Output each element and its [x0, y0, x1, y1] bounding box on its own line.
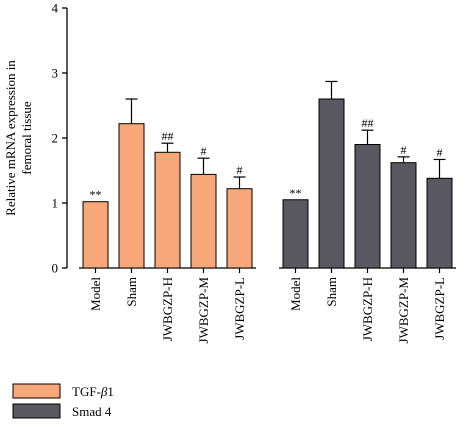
significance-label: #: [437, 145, 443, 159]
y-axis-label-line1: Relative mRNA expression in: [3, 60, 18, 216]
labels: **Model Sham##JWBGZP-H#JWBGZP-M#JWBGZP-L*…: [88, 116, 447, 343]
significance-label: **: [90, 188, 102, 202]
bar: [282, 199, 309, 269]
y-tick-label: 0: [52, 261, 59, 276]
bar: [318, 98, 345, 269]
significance-label: #: [237, 163, 243, 177]
significance-label: **: [290, 186, 302, 200]
bar: [226, 188, 253, 269]
x-tick-label: JWBGZP-M: [396, 277, 411, 344]
significance-label: #: [201, 144, 207, 158]
bars: [82, 80, 453, 269]
y-tick-label: 4: [52, 1, 59, 16]
x-tick-label: Model: [288, 277, 303, 311]
y-tick-label: 2: [52, 131, 59, 146]
x-tick-label: Model: [88, 277, 103, 311]
significance-label: #: [401, 143, 407, 157]
legend-swatch: [12, 403, 61, 419]
bar: [390, 162, 417, 269]
x-tick-label: JWBGZP-L: [232, 277, 247, 340]
legend-label: TGF-β1: [72, 384, 114, 399]
x-tick-label: JWBGZP-H: [160, 277, 175, 341]
x-tick-label: Sham: [124, 277, 139, 307]
bar: [82, 201, 109, 269]
significance-label: ##: [362, 116, 374, 130]
significance-label: ##: [162, 129, 174, 143]
y-tick-label: 3: [52, 66, 59, 81]
legend-label: Smad 4: [72, 404, 112, 419]
legend: TGF-β1 Smad 4: [12, 383, 114, 419]
bar: [154, 151, 181, 269]
y-axis-label-line2: femoral tissue: [19, 101, 34, 175]
bar: [190, 173, 217, 269]
legend-swatch: [12, 383, 61, 399]
x-tick-label: Sham: [324, 277, 339, 307]
bar: [118, 123, 145, 269]
x-tick-label: JWBGZP-L: [432, 277, 447, 340]
y-tick-label: 1: [52, 196, 59, 211]
bar: [354, 144, 381, 269]
x-tick-label: JWBGZP-H: [360, 277, 375, 341]
x-tick-label: JWBGZP-M: [196, 277, 211, 344]
bar: [426, 177, 453, 269]
